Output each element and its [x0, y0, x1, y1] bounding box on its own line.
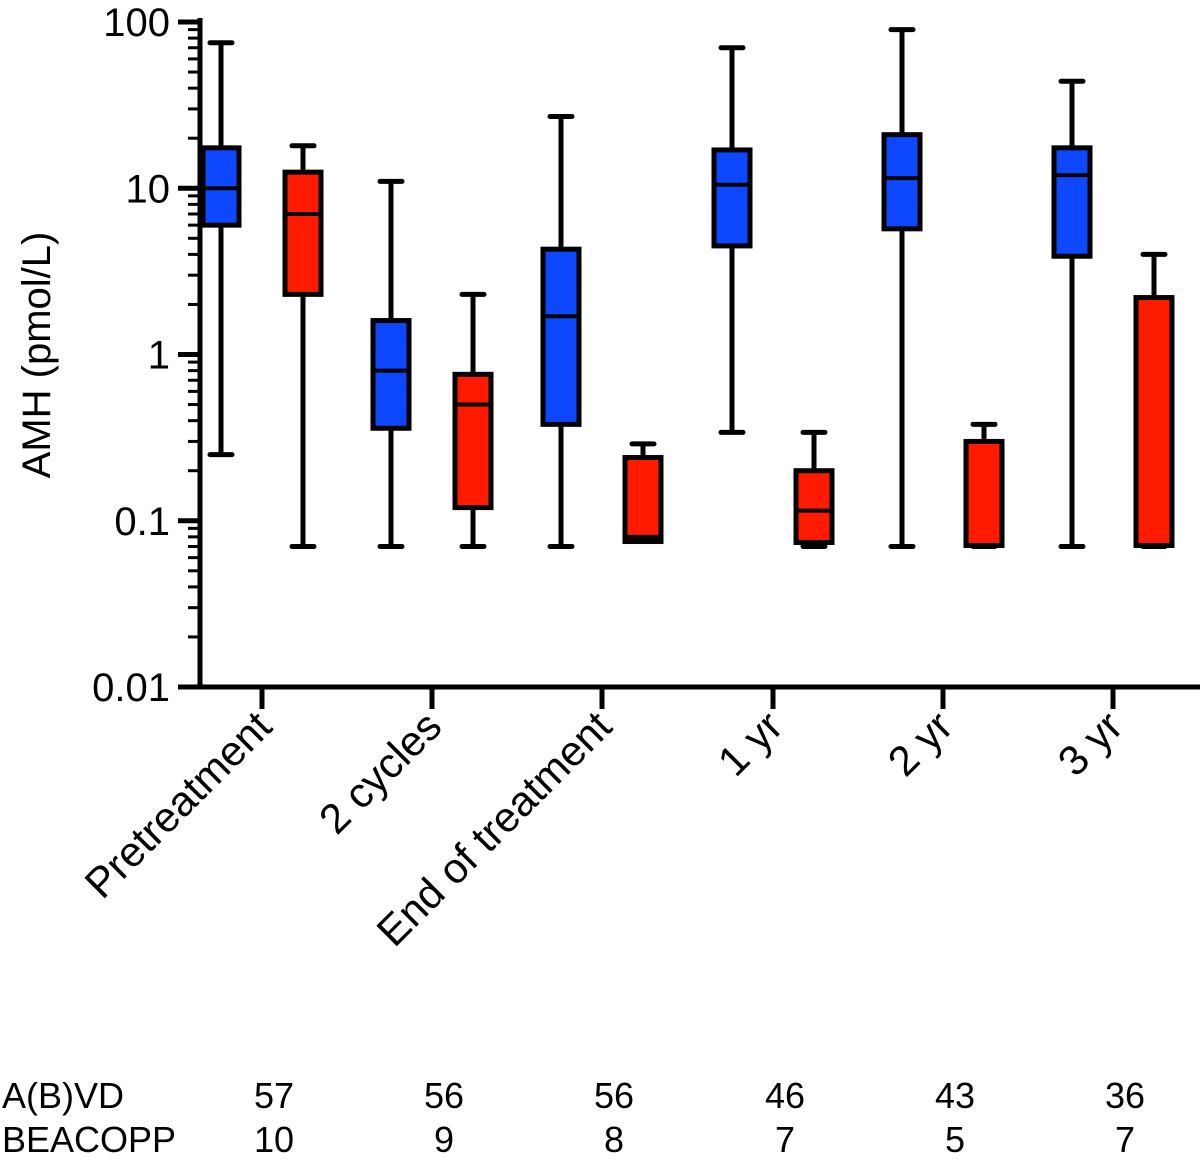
box-beacopp-3	[793, 429, 835, 550]
box-iqr	[622, 455, 664, 545]
box-iqr	[881, 132, 923, 232]
x-category-label: 1 yr	[709, 702, 792, 785]
n-value: 36	[1105, 1075, 1145, 1116]
n-value: 56	[594, 1075, 634, 1116]
box-beacopp-1	[452, 291, 494, 550]
n-value: 7	[775, 1119, 795, 1160]
box-iqr	[370, 318, 412, 431]
box-iqr	[793, 468, 835, 545]
box-iqr	[1051, 145, 1093, 259]
box-iqr	[711, 147, 753, 249]
n-value: 43	[935, 1075, 975, 1116]
box-beacopp-0	[282, 143, 324, 550]
n-value: 10	[254, 1119, 294, 1160]
x-category-label: Pretreatment	[75, 702, 280, 907]
x-category-label: 3 yr	[1049, 702, 1132, 785]
labels: 100 10 1 0.1 0.01 AMH (pmol/L) Pretreatment 2 c…	[2, 1, 1145, 1160]
box-abvd-5	[1051, 78, 1093, 550]
box-iqr	[282, 169, 324, 297]
box-iqr	[540, 246, 582, 427]
x-category-label: 2 cycles	[310, 702, 451, 843]
n-value: 9	[434, 1119, 454, 1160]
box-abvd-2	[540, 114, 582, 550]
box-abvd-3	[711, 45, 753, 435]
box-series	[200, 27, 1175, 550]
y-tick-label: 1	[148, 334, 170, 378]
n-row-label: A(B)VD	[2, 1075, 124, 1116]
box-abvd-0	[200, 40, 242, 458]
n-value: 5	[945, 1119, 965, 1160]
box-iqr	[452, 371, 494, 511]
y-tick-label: 0.01	[92, 666, 170, 710]
box-beacopp-4	[963, 421, 1005, 550]
y-tick-label: 0.1	[114, 500, 170, 544]
n-row-label: BEACOPP	[2, 1119, 176, 1160]
n-value: 46	[765, 1075, 805, 1116]
y-axis-title: AMH (pmol/L)	[15, 232, 59, 479]
y-tick-label: 10	[126, 167, 171, 211]
n-value: 57	[254, 1075, 294, 1116]
box-beacopp-5	[1133, 251, 1175, 550]
n-value: 7	[1115, 1119, 1135, 1160]
box-abvd-4	[881, 27, 923, 550]
box-abvd-1	[370, 178, 412, 550]
n-value: 56	[424, 1075, 464, 1116]
box-iqr	[1133, 295, 1175, 548]
axes	[178, 18, 1200, 709]
y-tick-label: 100	[103, 1, 170, 45]
box-beacopp-2	[622, 441, 664, 545]
x-category-label: 2 yr	[879, 702, 962, 785]
n-value: 8	[604, 1119, 624, 1160]
box-iqr	[963, 438, 1005, 548]
